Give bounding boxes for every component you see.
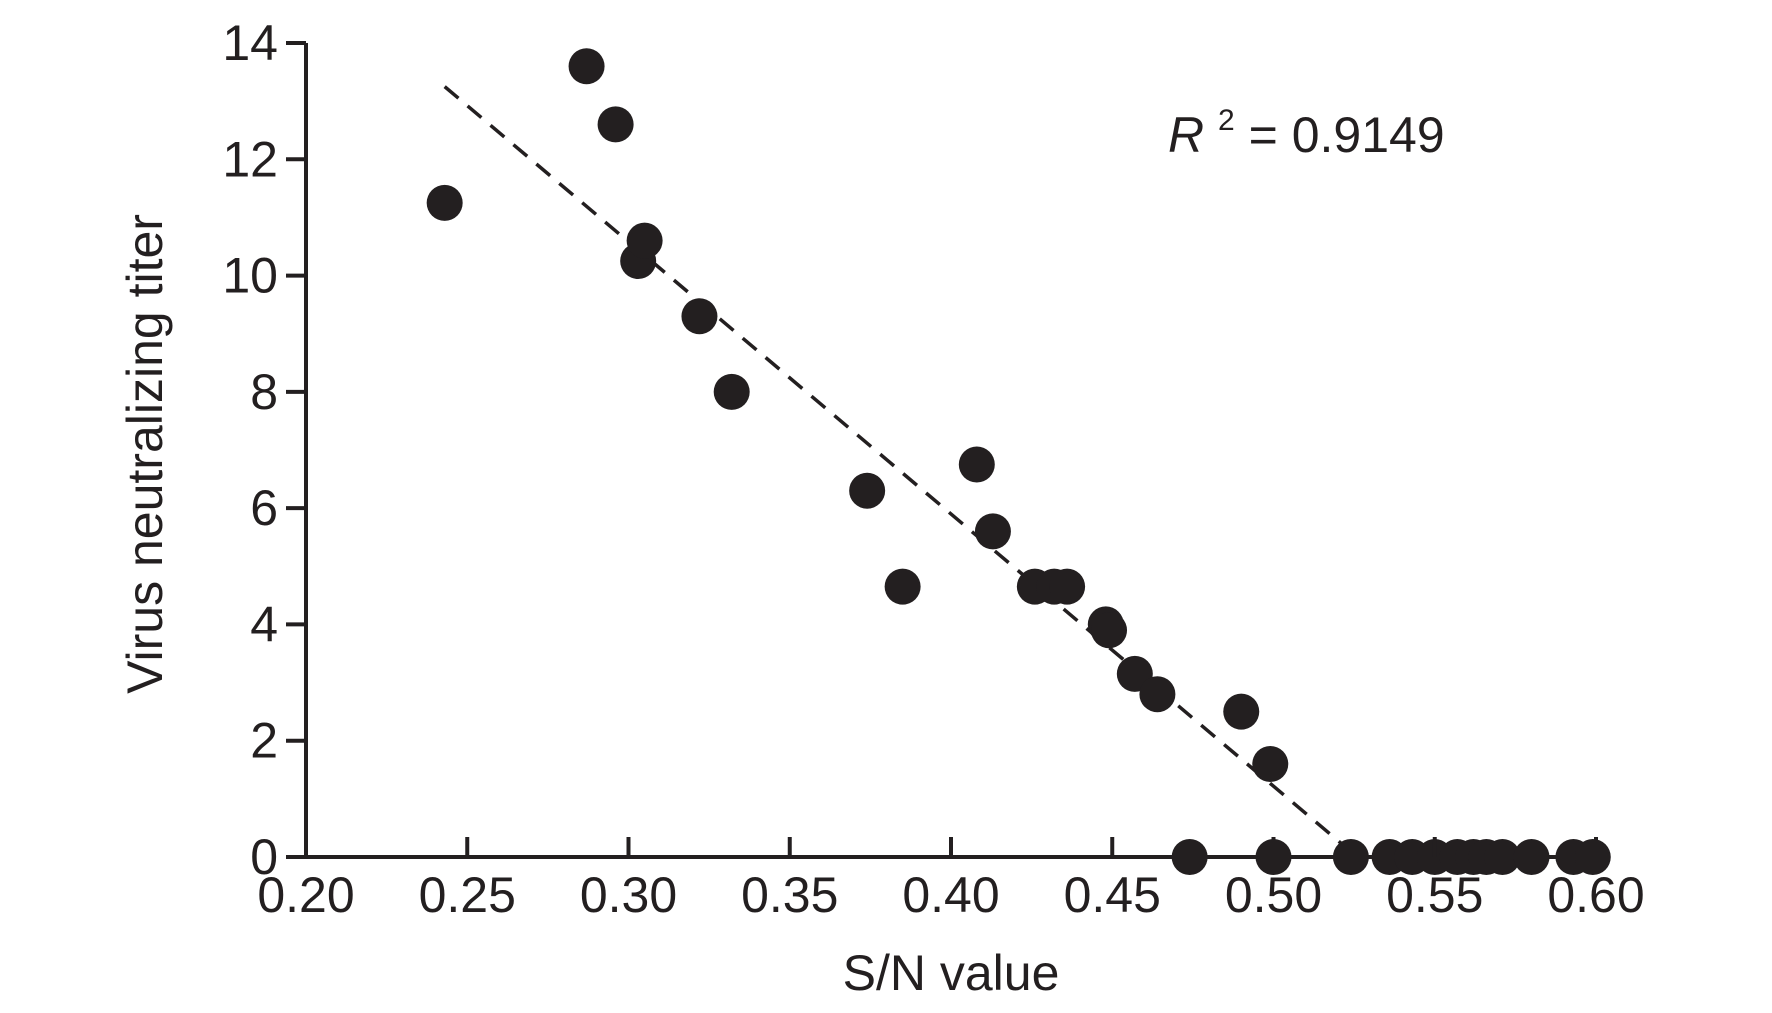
x-tick-label: 0.25 xyxy=(419,867,516,923)
x-axis-label: S/N value xyxy=(843,945,1060,1001)
trendline xyxy=(443,85,1359,859)
data-point xyxy=(1049,568,1086,605)
data-point xyxy=(884,568,921,605)
data-point xyxy=(713,373,750,410)
r-squared-exponent: 2 xyxy=(1218,104,1235,137)
data-point xyxy=(1223,693,1260,730)
x-tick-label: 0.40 xyxy=(902,867,999,923)
y-tick-label: 2 xyxy=(250,713,278,769)
data-point xyxy=(1139,676,1176,713)
data-point xyxy=(426,184,463,221)
data-point xyxy=(597,106,634,143)
data-point xyxy=(568,48,605,85)
r-squared-value: = 0.9149 xyxy=(1249,107,1445,163)
x-tick-label: 0.50 xyxy=(1225,867,1322,923)
r-squared-annotation: R 2 = 0.9149 xyxy=(1168,85,1445,163)
y-tick-label: 0 xyxy=(250,829,278,885)
data-point xyxy=(1252,745,1289,782)
y-tick-label: 10 xyxy=(222,248,278,304)
x-tick-label: 0.35 xyxy=(741,867,838,923)
y-tick-label: 6 xyxy=(250,480,278,536)
x-tick-label: 0.60 xyxy=(1547,867,1644,923)
data-point xyxy=(681,298,718,335)
x-tick-label: 0.20 xyxy=(257,867,354,923)
x-tick-label: 0.55 xyxy=(1386,867,1483,923)
y-axis-label: Virus neutralizing titer xyxy=(117,214,173,694)
trendline-layer xyxy=(443,85,1359,859)
data-points-layer xyxy=(426,48,1611,875)
data-point xyxy=(849,472,886,509)
y-tick-label: 12 xyxy=(222,131,278,187)
axes-layer: 0.20 0.25 0.30 0.35 0.40 0.45 0.50 0.55 0.60 0 2 4 6… xyxy=(222,15,1644,923)
data-point xyxy=(626,222,663,259)
x-tick-label: 0.30 xyxy=(580,867,677,923)
data-point xyxy=(1091,612,1128,649)
r-squared-variable: R xyxy=(1168,107,1204,163)
y-tick-label: 4 xyxy=(250,596,278,652)
data-point xyxy=(974,513,1011,550)
data-point xyxy=(958,446,995,483)
y-tick-label: 8 xyxy=(250,364,278,420)
y-tick-label: 14 xyxy=(222,15,278,71)
x-tick-label: 0.45 xyxy=(1064,867,1161,923)
